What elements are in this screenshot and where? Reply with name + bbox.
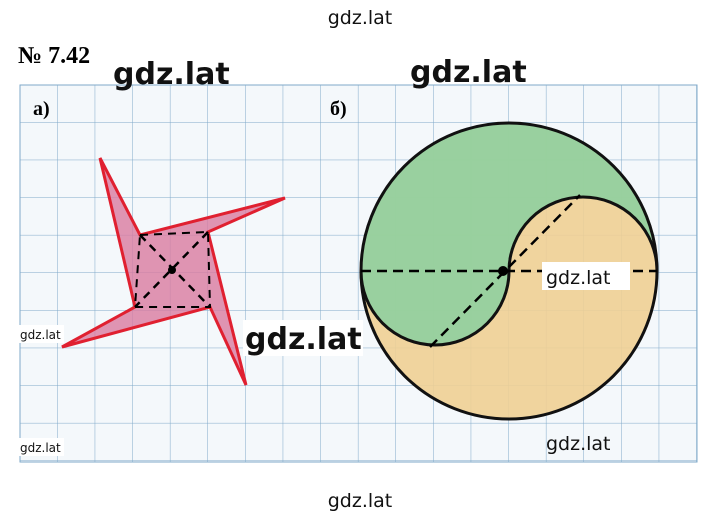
center-point bbox=[498, 266, 508, 276]
diagonal bbox=[429, 194, 581, 348]
watermark: gdz.lat bbox=[245, 322, 362, 357]
watermark: gdz.lat bbox=[546, 267, 611, 289]
watermark-background bbox=[18, 325, 64, 343]
diagonal bbox=[134, 231, 209, 308]
exercise-number: № 7.42 bbox=[18, 43, 90, 69]
figure-label: а) bbox=[33, 98, 50, 120]
watermark: gdz.lat bbox=[20, 441, 61, 455]
watermark: gdz.lat bbox=[410, 55, 527, 90]
watermark-background bbox=[542, 262, 630, 290]
figure-label: б) bbox=[330, 98, 347, 120]
watermark: gdz.lat bbox=[113, 57, 230, 92]
watermark-background bbox=[243, 320, 363, 356]
watermark: gdz.lat bbox=[328, 490, 393, 512]
diagonal bbox=[139, 234, 211, 308]
watermark-background bbox=[18, 438, 64, 456]
green-region bbox=[361, 123, 657, 345]
watermark: gdz.lat bbox=[20, 328, 61, 342]
center-point bbox=[168, 266, 176, 274]
watermark: gdz.lat bbox=[328, 7, 393, 29]
watermark: gdz.lat bbox=[546, 433, 611, 455]
